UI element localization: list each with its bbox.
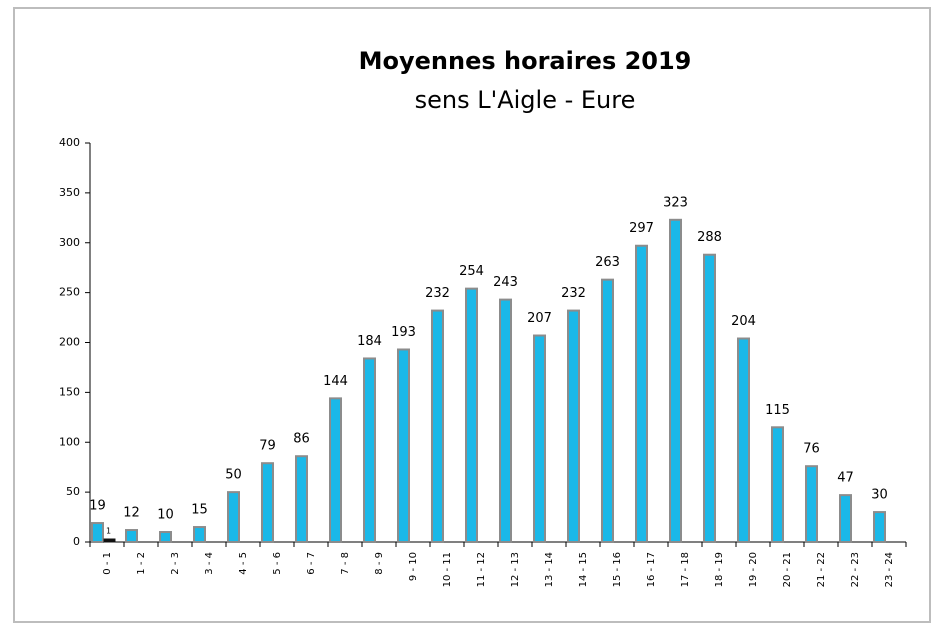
data-label: 288 [697,230,722,245]
bar [839,494,852,543]
y-tick-label: 350 [59,186,80,199]
data-label: 232 [425,286,450,301]
bar [805,465,818,543]
bar [771,426,784,544]
y-tick-label: 150 [59,385,80,398]
y-tick-label: 200 [59,336,80,349]
x-tick-label: 4 - 5 [238,552,249,575]
bar [103,538,116,543]
data-label: 1 [106,527,111,536]
data-label: 297 [629,221,654,236]
x-tick-label: 6 - 7 [306,552,317,575]
bar [397,348,410,544]
x-tick-label: 17 - 18 [680,552,691,587]
y-tick-label: 400 [59,136,80,149]
x-tick-label: 2 - 3 [170,552,181,575]
bar [227,491,240,543]
bar [363,357,376,543]
bar [193,526,206,543]
data-label: 144 [323,374,348,389]
x-tick-label: 21 - 22 [816,552,827,587]
bar [329,397,342,543]
x-tick-label: 0 - 1 [102,552,113,575]
chart-title: Moyennes horaires 2019 [359,47,692,75]
bar [125,529,138,544]
x-tick-label: 9 - 10 [408,552,419,581]
data-label: 30 [871,488,888,503]
y-tick-label: 250 [59,286,80,299]
x-tick-label: 15 - 16 [612,552,623,587]
x-tick-label: 16 - 17 [646,552,657,587]
y-tick-label: 100 [59,435,80,448]
bar [159,531,172,544]
x-tick-label: 13 - 14 [544,552,555,587]
data-label: 50 [225,468,242,483]
data-label: 323 [663,195,688,210]
bar [635,244,648,543]
bar [431,309,444,543]
bar [295,455,308,543]
bar [533,334,546,543]
data-label: 79 [259,439,276,454]
data-label: 76 [803,442,820,457]
y-tick-label: 50 [66,485,80,498]
bar [567,309,580,543]
x-tick-label: 22 - 23 [850,552,861,587]
x-tick-label: 7 - 8 [340,552,351,575]
data-label: 204 [731,314,756,329]
data-label: 47 [837,471,854,486]
bar [737,337,750,544]
bar [499,298,512,544]
x-tick-label: 18 - 19 [714,552,725,587]
x-tick-label: 12 - 13 [510,552,521,587]
data-label: 254 [459,264,484,279]
y-tick-label: 0 [73,535,80,548]
data-label: 19 [89,499,106,514]
bar [703,253,716,543]
chart-subtitle: sens L'Aigle - Eure [415,86,636,114]
data-label: 12 [123,506,140,521]
data-label: 86 [293,432,310,447]
data-label: 10 [157,508,174,523]
data-label: 263 [595,255,620,270]
x-tick-label: 10 - 11 [442,552,453,587]
data-label: 232 [561,286,586,301]
x-tick-label: 14 - 15 [578,552,589,587]
bar [669,218,682,543]
bar [601,278,614,543]
data-label: 15 [191,503,208,518]
bar [465,287,478,544]
x-tick-label: 3 - 4 [204,552,215,575]
x-tick-label: 5 - 6 [272,552,283,575]
data-label: 115 [765,403,790,418]
bar [873,511,886,544]
bar [261,462,274,544]
data-label: 243 [493,275,518,290]
data-label: 193 [391,325,416,340]
x-tick-label: 23 - 24 [884,552,895,587]
x-tick-label: 11 - 12 [476,552,487,587]
data-label: 184 [357,334,382,349]
bar [91,522,104,543]
x-tick-label: 8 - 9 [374,552,385,575]
x-tick-label: 20 - 21 [782,552,793,587]
data-label: 207 [527,311,552,326]
x-tick-label: 1 - 2 [136,552,147,575]
x-tick-label: 19 - 20 [748,552,759,587]
y-tick-label: 300 [59,236,80,249]
